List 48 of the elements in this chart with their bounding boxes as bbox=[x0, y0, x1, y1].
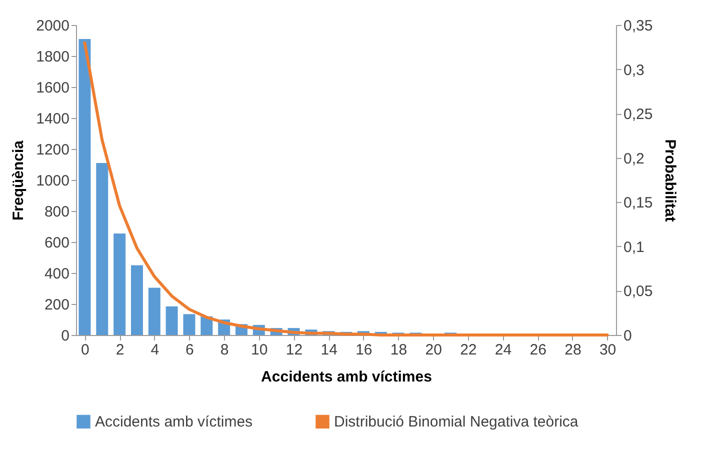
y-tick-label: 1600 bbox=[36, 80, 70, 96]
x-tick-label: 4 bbox=[150, 342, 160, 358]
bar bbox=[96, 162, 108, 335]
x-tick-label: 10 bbox=[251, 342, 268, 358]
x-tick-label: 8 bbox=[220, 342, 229, 358]
x-tick-label: 24 bbox=[494, 342, 512, 358]
x-tick-label: 12 bbox=[286, 342, 303, 358]
y2-tick-label: 0 bbox=[624, 328, 632, 344]
bar bbox=[130, 265, 143, 335]
legend-label: Distribució Binomial Negativa teòrica bbox=[334, 414, 579, 431]
y-tick-label: 1000 bbox=[36, 172, 70, 190]
x-tick-label: 16 bbox=[356, 342, 372, 358]
y-tick-label: 800 bbox=[44, 204, 70, 220]
y2-tick-label: 0,1 bbox=[624, 238, 644, 256]
bar bbox=[166, 306, 178, 335]
y2-tick-label: 0,05 bbox=[624, 283, 653, 300]
y2-tick-label: 0,35 bbox=[624, 18, 653, 34]
x-axis-title: Accidents amb víctimes bbox=[261, 368, 432, 386]
y-tick-label: 1400 bbox=[36, 110, 70, 128]
bar bbox=[114, 233, 126, 335]
x-tick-label: 2 bbox=[116, 342, 124, 358]
x-tick-label: 26 bbox=[530, 342, 546, 358]
x-tick-label: 20 bbox=[425, 342, 442, 358]
x-tick-label: 22 bbox=[460, 342, 477, 358]
x-tick-label: 0 bbox=[81, 342, 90, 358]
y-tick-label: 1200 bbox=[36, 142, 70, 158]
y-tick-label: 400 bbox=[44, 266, 70, 282]
y2-tick-label: 0,3 bbox=[624, 62, 644, 79]
bar bbox=[148, 288, 160, 335]
y-tick-label: 600 bbox=[44, 234, 70, 252]
line-series bbox=[83, 41, 609, 336]
y2-tick-label: 0,2 bbox=[624, 150, 644, 168]
y2-tick-label: 0,15 bbox=[624, 194, 653, 212]
y2-axis-title: Probabilitat bbox=[662, 139, 679, 222]
y-tick-label: 0 bbox=[61, 328, 70, 344]
x-tick-label: 18 bbox=[390, 342, 408, 358]
x-tick-label: 28 bbox=[564, 342, 582, 358]
legend-label: Accidents amb víctimes bbox=[95, 414, 253, 431]
y-tick-label: 200 bbox=[44, 296, 70, 314]
y2-tick-label: 0,25 bbox=[624, 106, 653, 124]
y-tick-label: 1800 bbox=[36, 48, 70, 66]
bar bbox=[183, 314, 196, 335]
x-tick-label: 30 bbox=[599, 342, 616, 358]
bar bbox=[78, 38, 91, 335]
y-tick-label: 2000 bbox=[36, 18, 70, 34]
x-tick-label: 6 bbox=[186, 342, 194, 358]
x-tick-label: 14 bbox=[320, 342, 338, 358]
y-axis-title: Freqüència bbox=[10, 140, 28, 221]
